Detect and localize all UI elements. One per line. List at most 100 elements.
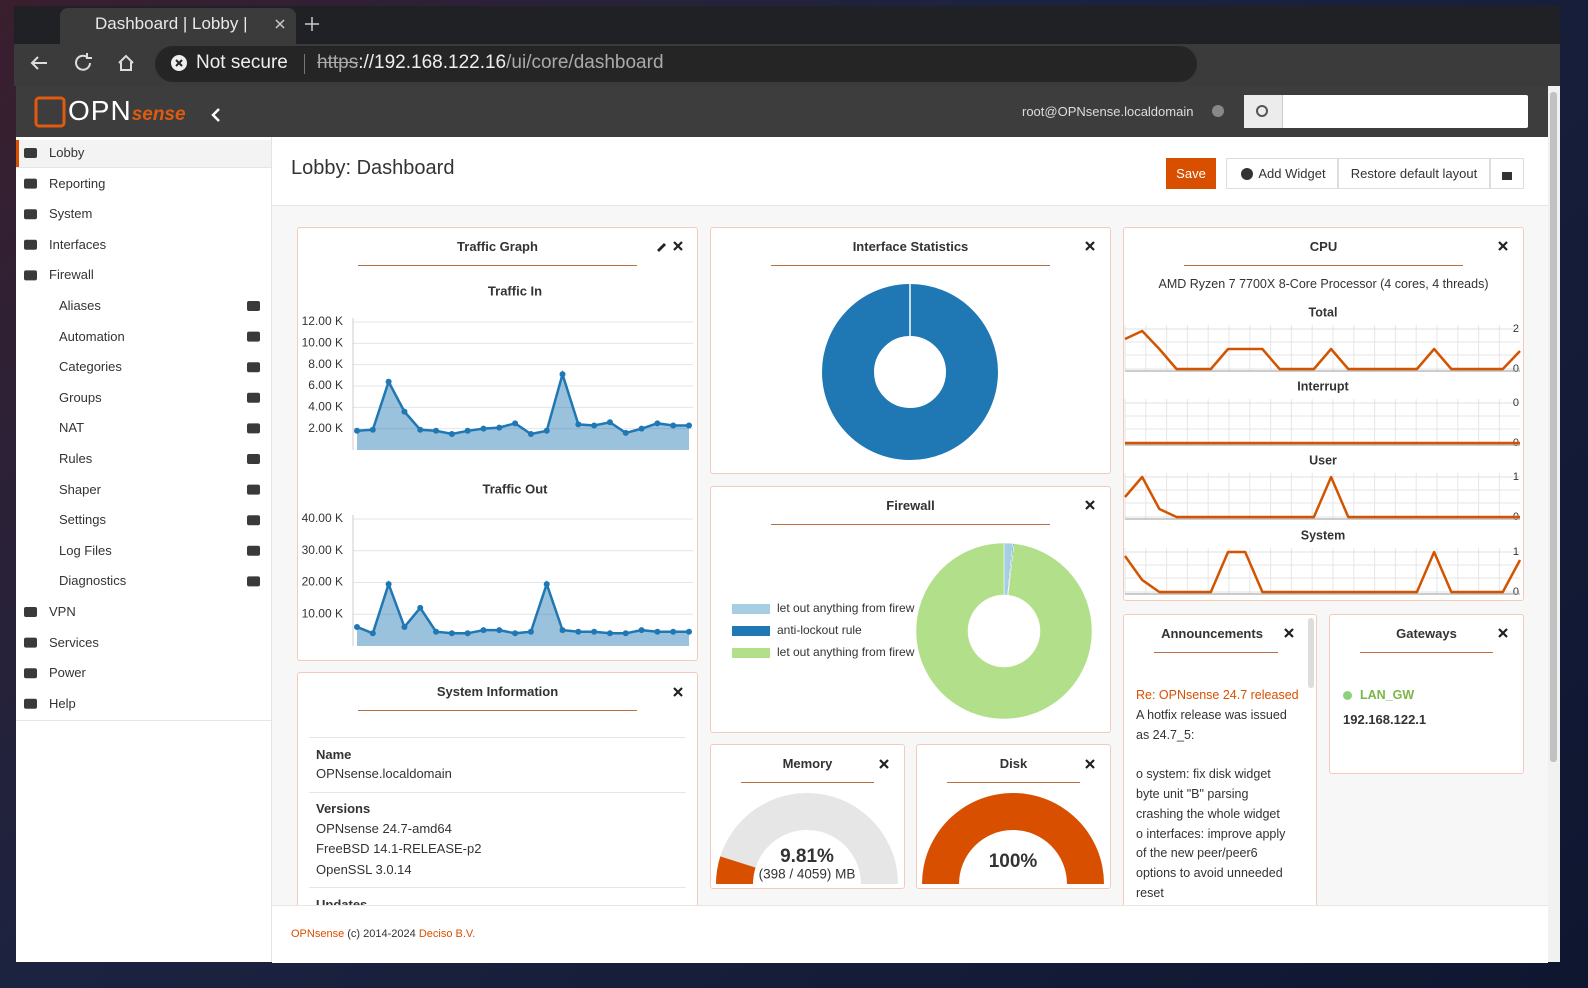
logo-opn: OPN	[68, 95, 132, 126]
announcement-link[interactable]: Re: OPNsense 24.7 released	[1136, 688, 1299, 702]
footer: OPNsense (c) 2014-2024 Deciso B.V.	[272, 905, 1548, 963]
announcement-line: as 24.7_5:	[1136, 728, 1195, 742]
sidebar-item[interactable]: Automation	[59, 328, 125, 344]
announcement-line: reset	[1136, 886, 1164, 900]
sidebar-divider	[16, 167, 271, 168]
widget-disk: Disk	[916, 744, 1111, 889]
widget-firewall: Firewall	[710, 486, 1111, 733]
sidebar-item[interactable]: Log Files	[59, 542, 112, 558]
restore-button[interactable]: Restore default layout	[1338, 158, 1490, 189]
announcement-line: options to avoid unneeded	[1136, 866, 1283, 880]
title-underline	[358, 265, 637, 266]
info-value: OPNsense.localdomain	[316, 766, 452, 781]
browser-tab[interactable]	[60, 8, 296, 44]
widget-gateways: Gateways	[1329, 614, 1524, 774]
sidebar-item[interactable]: Diagnostics	[59, 573, 127, 589]
announcement-line: A hotfix release was issued	[1136, 708, 1287, 722]
sidebar-divider	[16, 720, 271, 721]
announcement-line: o system: fix disk widget	[1136, 767, 1271, 781]
title-underline	[1184, 265, 1463, 266]
cpu-model: AMD Ryzen 7 7700X 8-Core Processor (4 co…	[1158, 277, 1489, 291]
info-value: OpenSSL 3.0.14	[316, 862, 412, 877]
announcement-line: of the new peer/peer6	[1136, 846, 1258, 860]
url-path: /ui/core/dashboard	[506, 52, 664, 73]
search-button[interactable]	[1244, 95, 1283, 128]
info-value: OPNsense 24.7-amd64	[316, 821, 452, 836]
row-divider	[309, 737, 686, 738]
row-divider	[309, 792, 686, 793]
sidebar-item[interactable]: Lobby	[49, 145, 85, 160]
logo[interactable]: OPNsense	[68, 95, 186, 127]
sidebar-item[interactable]: VPN	[49, 604, 76, 619]
title-underline	[1360, 652, 1493, 653]
search-box[interactable]	[1244, 95, 1528, 128]
tab-title: Dashboard | Lobby |	[95, 14, 248, 33]
footer-copyright: (c) 2014-2024	[347, 928, 416, 940]
sidebar-item[interactable]: Aliases	[59, 298, 101, 313]
url-host: ://192.168.122.16	[358, 52, 507, 73]
widget-cpu: CPU	[1123, 227, 1524, 601]
address-divider	[304, 54, 305, 74]
announcement-line: o interfaces: improve apply	[1136, 827, 1286, 841]
sidebar-item[interactable]: Firewall	[49, 267, 94, 283]
user-label[interactable]: root@OPNsense.localdomain	[1022, 104, 1194, 119]
title-underline	[771, 265, 1050, 266]
widget-title: Interface Statistics	[852, 239, 969, 254]
save-button[interactable]: Save	[1166, 158, 1216, 189]
announcement-line: crashing the whole widget	[1136, 807, 1280, 821]
logo-sense: sense	[131, 104, 186, 125]
widget-memory: Memory	[710, 744, 905, 889]
gateway-address: 192.168.122.1	[1343, 712, 1427, 727]
widget-title: Firewall	[886, 498, 935, 513]
sidebar-item[interactable]: Reporting	[49, 175, 106, 191]
title-underline	[741, 782, 874, 783]
title-underline	[947, 782, 1080, 783]
sidebar-item[interactable]: System	[49, 206, 93, 222]
page-title: Lobby: Dashboard	[291, 157, 455, 179]
announcement-scrollbar[interactable]	[1308, 618, 1314, 688]
widget-title: System Information	[436, 684, 559, 699]
sidebar-active	[16, 140, 271, 167]
footer-company[interactable]: Deciso B.V.	[418, 928, 476, 940]
info-value: FreeBSD 14.1-RELEASE-p2	[316, 841, 482, 856]
widget-traffic: Traffic Graph	[297, 227, 698, 661]
address-bar[interactable]	[155, 46, 1197, 82]
url-scheme: https	[317, 52, 359, 73]
announcement-line: byte unit "B" parsing	[1136, 787, 1249, 801]
sidebar-item[interactable]: Power	[49, 665, 86, 681]
url: https://192.168.122.16/ui/core/dashboard	[317, 52, 664, 74]
widget-title: CPU	[1309, 239, 1338, 254]
sidebar-item[interactable]: Shaper	[59, 481, 101, 497]
sidebar-item[interactable]: Rules	[59, 451, 93, 466]
add-widget-label: Add Widget	[1258, 166, 1326, 181]
widget-title: Gateways	[1396, 626, 1457, 641]
sidebar	[16, 137, 272, 962]
sidebar-item[interactable]: Categories	[59, 359, 122, 375]
title-underline	[771, 524, 1050, 525]
title-underline	[358, 710, 637, 711]
add-widget-button[interactable]: Add Widget	[1226, 158, 1338, 189]
widget-title: Disk	[999, 756, 1028, 771]
widget-system-information: System Information	[297, 672, 698, 932]
widget-title: Memory	[782, 756, 833, 771]
widget-title: Announcements	[1161, 626, 1263, 641]
row-divider	[309, 887, 686, 888]
sidebar-item[interactable]: Interfaces	[49, 236, 107, 252]
sidebar-item[interactable]: Groups	[59, 389, 102, 405]
gateway-status	[1343, 691, 1352, 700]
footer-brand[interactable]: OPNsense	[291, 928, 345, 940]
info-label: Name	[316, 747, 352, 762]
lock-button[interactable]	[1490, 158, 1524, 189]
info-label: Versions	[316, 801, 371, 816]
title-underline	[1154, 652, 1278, 653]
footer-text: OPNsense (c) 2014-2024 Deciso B.V.	[291, 928, 475, 940]
widget-title: Traffic Graph	[457, 239, 538, 254]
sidebar-item[interactable]: Settings	[59, 512, 106, 528]
sidebar-item[interactable]: Services	[49, 634, 99, 650]
gateway-name: LAN_GW	[1360, 688, 1415, 702]
scrollbar-thumb[interactable]	[1550, 92, 1557, 762]
sidebar-item[interactable]: NAT	[59, 420, 85, 436]
sidebar-item[interactable]: Help	[49, 695, 76, 711]
security-label[interactable]: Not secure	[196, 52, 288, 73]
